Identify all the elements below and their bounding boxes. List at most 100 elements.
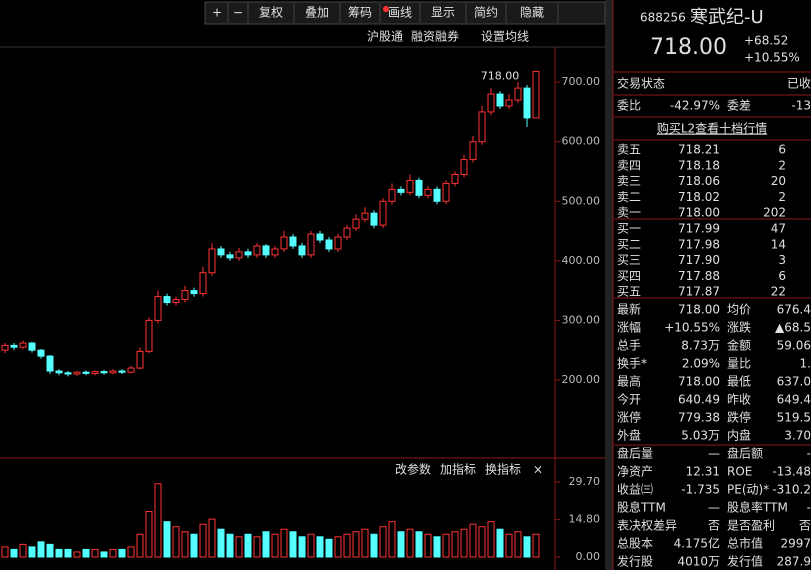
candle-body <box>433 188 441 202</box>
toolbar-button[interactable]: 画线 <box>388 6 412 20</box>
toolbar-button[interactable]: 叠加 <box>305 6 329 20</box>
indicator-button[interactable]: × <box>533 463 543 477</box>
candle-body <box>10 344 18 348</box>
price: 717.99 <box>678 222 720 236</box>
label: 金额 <box>727 338 751 353</box>
label: 今开 <box>617 392 641 407</box>
volume-bar <box>10 548 18 558</box>
value: 287.9 <box>777 555 811 569</box>
subbar-button[interactable]: 设置均线 <box>481 30 529 44</box>
volume-bar <box>100 551 108 558</box>
candle-body <box>172 299 180 304</box>
volume-bar <box>91 548 99 558</box>
price: 717.87 <box>678 285 720 299</box>
toolbar-button[interactable]: − <box>233 6 243 20</box>
candle-body <box>1 344 9 351</box>
label: 最低 <box>727 375 751 389</box>
candle-body <box>226 254 234 259</box>
label: 净资产 <box>617 465 653 479</box>
label: 卖五 <box>617 143 641 157</box>
subbar-button[interactable]: 沪股通 <box>367 30 403 44</box>
indicator-button[interactable]: 加指标 <box>440 462 476 477</box>
y-tick-label: 200.00 <box>562 373 601 386</box>
volume-bar <box>1 546 9 558</box>
label: 股息率TTM <box>727 500 788 515</box>
indicator-button[interactable]: 改参数 <box>395 462 431 477</box>
label: 盘后量 <box>617 446 653 461</box>
volume-bar <box>451 531 459 558</box>
value: - <box>807 447 811 461</box>
volume-bar <box>496 528 504 558</box>
value: 5.03万 <box>681 429 720 443</box>
value: 4.175亿 <box>674 536 720 551</box>
value: 519.5 <box>777 411 811 425</box>
value: -13.48 <box>772 465 811 479</box>
candle-body <box>271 248 279 256</box>
qty: 6 <box>778 269 786 283</box>
candle-body <box>280 236 288 250</box>
volume-bar <box>145 511 153 558</box>
volume-bar <box>505 533 513 558</box>
volume-bar <box>154 483 162 558</box>
volume-bar <box>190 533 198 558</box>
value: 已收 <box>787 77 811 91</box>
volume-bar <box>316 536 324 558</box>
volume-bar <box>460 528 468 558</box>
candle-body <box>442 182 450 202</box>
toolbar-button[interactable]: 显示 <box>431 6 455 20</box>
value: -310.2 <box>772 483 811 497</box>
volume-bar <box>37 541 45 558</box>
divider[interactable] <box>605 0 613 570</box>
y-tick-label: 0.00 <box>576 550 601 563</box>
value: 1. <box>800 357 811 371</box>
toolbar-button[interactable]: 简约 <box>474 5 498 20</box>
label: 量比 <box>727 357 751 371</box>
subbar-button[interactable]: 融资融券 <box>411 29 459 44</box>
price: 717.98 <box>678 237 720 251</box>
candle-body <box>244 251 252 256</box>
qty: 22 <box>771 285 786 299</box>
value: -13 <box>791 99 811 113</box>
toolbar-button[interactable]: 复权 <box>259 6 283 20</box>
candle-body <box>154 296 162 321</box>
candle-body <box>523 87 531 119</box>
volume-bar <box>289 531 297 558</box>
candle-body <box>100 371 108 374</box>
candle-body <box>217 248 225 256</box>
candle-body <box>496 93 504 107</box>
label: 卖三 <box>617 174 641 188</box>
candle-body <box>325 239 333 250</box>
volume-bar <box>181 531 189 558</box>
volume-bar <box>334 536 342 558</box>
volume-bar <box>172 526 180 558</box>
qty: 14 <box>771 237 786 251</box>
value: 2997 <box>780 537 811 551</box>
volume-bar <box>478 526 486 558</box>
volume-bar <box>325 538 333 558</box>
toolbar-button[interactable]: 隐藏 <box>520 6 544 20</box>
candle-body <box>19 342 27 348</box>
volume-bar <box>433 536 441 558</box>
value: ▲68.5 <box>775 321 811 335</box>
candle-body <box>406 179 414 193</box>
label: 买一 <box>617 222 641 236</box>
stock-code: 688256 <box>640 11 686 25</box>
candle-body <box>379 200 387 226</box>
toolbar-bg <box>204 1 606 25</box>
toolbar-button[interactable]: + <box>212 6 222 20</box>
change: +68.52 <box>744 34 788 48</box>
value: -42.97% <box>670 99 720 113</box>
indicator-button[interactable]: 换指标 <box>485 462 521 477</box>
candle-body <box>199 272 207 295</box>
label: 涨幅 <box>617 320 641 335</box>
label: 收益㈢ <box>617 483 653 497</box>
price: 718.00 <box>678 206 720 220</box>
volume-bar <box>388 521 396 558</box>
l2-link[interactable]: 购买L2查看十档行情 <box>657 121 767 136</box>
stock-name: 寒武纪-U <box>690 7 764 28</box>
volume-bar <box>298 536 306 558</box>
toolbar-button[interactable]: 筹码 <box>348 6 372 20</box>
value: 649.4 <box>777 393 811 407</box>
